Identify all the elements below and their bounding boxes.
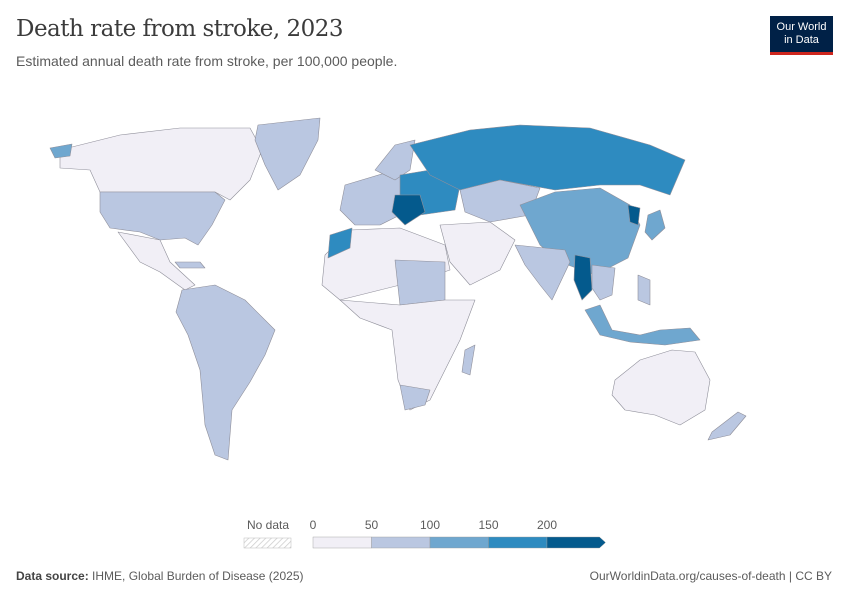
legend-no-data-label: No data <box>246 518 290 532</box>
chart-subtitle: Estimated annual death rate from stroke,… <box>16 53 398 69</box>
region-southern-africa[interactable] <box>399 384 431 411</box>
region-japan[interactable] <box>644 209 666 241</box>
region-south-america[interactable] <box>175 284 276 461</box>
region-scandinavia[interactable] <box>374 139 416 181</box>
region-madagascar[interactable] <box>461 344 476 376</box>
legend-no-data-swatch <box>243 537 292 549</box>
legend-bin[interactable] <box>488 536 548 549</box>
region-korea[interactable] <box>627 204 641 226</box>
region-southeast-asia[interactable] <box>591 264 616 301</box>
legend-tick-label: 0 <box>309 518 317 532</box>
region-philippines[interactable] <box>637 274 651 306</box>
region-balkans[interactable] <box>391 194 426 226</box>
region-india[interactable] <box>514 244 571 301</box>
legend-tick-label: 50 <box>364 518 379 532</box>
region-australia[interactable] <box>611 349 711 426</box>
data-source: Data source: IHME, Global Burden of Dise… <box>16 569 303 583</box>
legend-bin[interactable] <box>371 536 431 549</box>
source-url-link[interactable]: OurWorldinData.org/causes-of-death | CC … <box>589 569 832 583</box>
data-source-text: IHME, Global Burden of Disease (2025) <box>92 569 304 583</box>
logo-line-2: in Data <box>784 34 819 46</box>
legend-tick-label: 100 <box>419 518 441 532</box>
legend-tick-label: 150 <box>478 518 499 532</box>
legend-tick-label: 200 <box>536 518 558 532</box>
data-source-label: Data source: <box>16 569 89 583</box>
region-middle-east[interactable] <box>439 221 516 286</box>
legend-bin[interactable] <box>312 536 372 549</box>
legend-bin[interactable] <box>546 536 606 549</box>
region-usa[interactable] <box>99 191 226 246</box>
chart-title: Death rate from stroke, 2023 <box>16 16 344 42</box>
owid-logo[interactable]: Our World in Data <box>770 16 833 55</box>
logo-line-1: Our World <box>776 21 827 33</box>
region-alaska[interactable] <box>49 143 73 159</box>
region-indonesia[interactable] <box>584 304 701 346</box>
region-greenland[interactable] <box>254 117 321 191</box>
region-sub-saharan-africa[interactable] <box>339 299 476 411</box>
region-new-zealand[interactable] <box>707 411 747 441</box>
region-morocco[interactable] <box>327 227 353 259</box>
region-canada[interactable] <box>59 127 263 201</box>
region-myanmar[interactable] <box>573 254 593 301</box>
region-caribbean[interactable] <box>174 261 206 269</box>
region-mexico-central-america[interactable] <box>117 231 196 291</box>
legend-bin[interactable] <box>429 536 489 549</box>
